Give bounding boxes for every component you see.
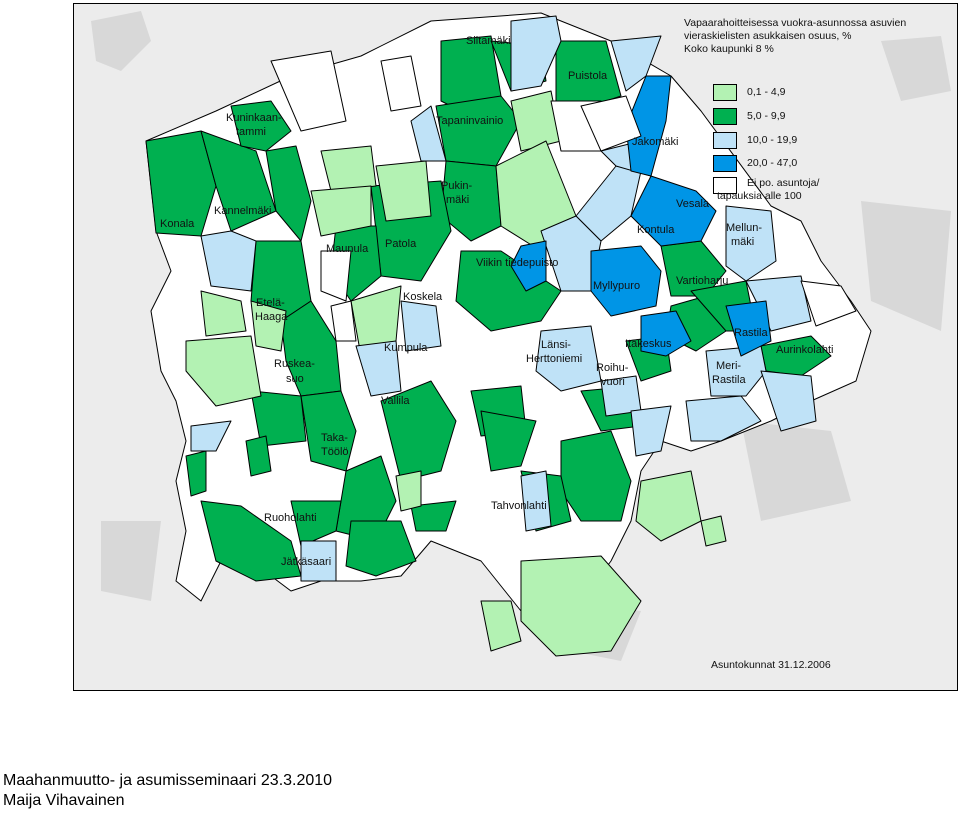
label-kuninkaantammi-1: Kuninkaan- bbox=[226, 112, 282, 124]
label-siltamaki: Siltamäki bbox=[466, 35, 511, 47]
label-mellunmaki-1: Mellun- bbox=[726, 222, 763, 234]
title-line-3: Koko kaupunki 8 % bbox=[684, 43, 774, 55]
label-myllypuro: Myllypuro bbox=[593, 280, 641, 292]
label-rastila: Rastila bbox=[734, 327, 768, 339]
author-text: Maija Vihavainen bbox=[3, 792, 125, 809]
label-taka-toolo-1: Taka- bbox=[321, 432, 348, 444]
label-kuninkaantammi-2: tammi bbox=[236, 126, 266, 138]
label-jatkasaari: Jätkäsaari bbox=[281, 556, 332, 568]
label-patola: Patola bbox=[385, 238, 417, 250]
label-etela-haaga-1: Etelä- bbox=[256, 297, 285, 309]
label-tahvonlahti: Tahvonlahti bbox=[491, 500, 547, 512]
label-vesala: Vesala bbox=[676, 198, 710, 210]
label-kannelmaki: Kannelmäki bbox=[214, 205, 272, 217]
label-itakeskus: Itäkeskus bbox=[625, 338, 672, 350]
label-puistola: Puistola bbox=[568, 70, 608, 82]
map-footnote: Asuntokunnat 31.12.2006 bbox=[711, 659, 831, 671]
legend-label-1: 0,1 - 4,9 bbox=[747, 86, 786, 98]
label-viikin-tiedepuisto: Viikin tiedepuisto bbox=[476, 257, 559, 269]
legend-item-2: 5,0 - 9,9 bbox=[713, 108, 953, 126]
legend-swatch-1 bbox=[713, 84, 737, 101]
legend-label-5: Ei po. asuntoja/ bbox=[747, 177, 820, 189]
legend-swatch-2 bbox=[713, 108, 737, 125]
label-ruskeasuo-1: Ruskea- bbox=[274, 358, 315, 370]
label-taka-toolo-2: Töölö bbox=[321, 446, 349, 458]
legend-swatch-4 bbox=[713, 155, 737, 172]
map-frame: Vapaarahoitteisessa vuokra-asunnossa asu… bbox=[73, 3, 958, 691]
label-maunula: Maunula bbox=[326, 243, 369, 255]
label-kumpula: Kumpula bbox=[384, 342, 428, 354]
legend-swatch-5 bbox=[713, 177, 737, 194]
label-jakomaki: Jakomäki bbox=[632, 136, 679, 148]
legend-label-3: 10,0 - 19,9 bbox=[747, 134, 798, 146]
district-map bbox=[74, 4, 957, 690]
title-line-2: vieraskielisten asukkaisen osuus, % bbox=[684, 30, 852, 42]
district-konala bbox=[145, 130, 217, 237]
legend-label-2: 5,0 - 9,9 bbox=[747, 110, 786, 122]
label-vartioharju: Vartioharju bbox=[676, 275, 729, 287]
label-ruskeasuo-2: suo bbox=[286, 373, 304, 385]
legend-label-5b: tapauksia alle 100 bbox=[717, 190, 802, 202]
legend-item-3: 10,0 - 19,9 bbox=[713, 132, 953, 150]
legend-swatch-3 bbox=[713, 132, 737, 149]
legend-item-4: 20,0 - 47,0 bbox=[713, 155, 953, 173]
event-text: Maahanmuutto- ja asumisseminaari 23.3.20… bbox=[3, 772, 333, 789]
label-koskela: Koskela bbox=[403, 291, 443, 303]
label-vallila: Vallila bbox=[381, 395, 410, 407]
label-roihuvuori-2: vuori bbox=[601, 376, 625, 388]
label-kontula: Kontula bbox=[637, 224, 675, 236]
title-line-1: Vapaarahoitteisessa vuokra-asunnossa asu… bbox=[684, 17, 907, 29]
label-tapaninvainio: Tapaninvainio bbox=[436, 115, 504, 127]
label-etela-haaga-2: Haaga bbox=[255, 311, 288, 323]
label-roihuvuori-1: Roihu- bbox=[596, 362, 629, 374]
label-konala: Konala bbox=[160, 218, 195, 230]
label-meri-rastila-2: Rastila bbox=[712, 374, 746, 386]
map-title: Vapaarahoitteisessa vuokra-asunnossa asu… bbox=[684, 17, 906, 56]
label-ruoholahti: Ruoholahti bbox=[264, 512, 317, 524]
label-pukinmaki-1: Pukin- bbox=[441, 180, 473, 192]
legend-item-1: 0,1 - 4,9 bbox=[713, 84, 953, 102]
label-meri-rastila-1: Meri- bbox=[716, 360, 742, 372]
legend-item-5: Ei po. asuntoja/ tapauksia alle 100 bbox=[713, 177, 953, 207]
label-aurinkolahti: Aurinkolahti bbox=[776, 344, 834, 356]
legend-label-4: 20,0 - 47,0 bbox=[747, 157, 798, 169]
label-lansi-herttoniemi-1: Länsi- bbox=[541, 339, 571, 351]
label-mellunmaki-2: mäki bbox=[731, 236, 755, 248]
label-lansi-herttoniemi-2: Herttoniemi bbox=[526, 353, 583, 365]
label-pukinmaki-2: mäki bbox=[446, 194, 470, 206]
